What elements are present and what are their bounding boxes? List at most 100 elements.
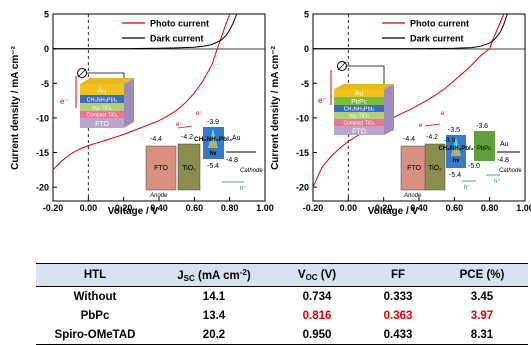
cell-htl: Without: [73, 290, 117, 303]
right-energy-diagram: FTO TiO₂ CH₃NH₃PbI₃ hv PbPc Au -4.4 -4.2…: [400, 111, 522, 199]
label-pbpc: PbPc: [477, 146, 491, 152]
y-tick-label: -10: [36, 113, 49, 123]
x-tick-label: 1.00: [516, 203, 531, 213]
label-au: Au: [500, 141, 509, 148]
layer-pbpc: PbPc: [351, 99, 367, 106]
legend-photo-current: Photo current: [410, 19, 469, 29]
layer-perovskite: CH₃NH₃PbI₃: [344, 107, 375, 113]
y-tick-label: 0: [44, 44, 49, 54]
label-tio2: TiO₂: [182, 165, 196, 172]
inset-e-label: e⁻: [318, 96, 327, 105]
right-jv-plot: -0.20 0.00 0.20 0.40 0.60 0.80 1.00 5 0 -5 -10 -15 -…: [270, 10, 531, 218]
table-row: Without 14.1 0.734 0.333 3.45: [36, 287, 528, 307]
x-tick-label: 0.00: [80, 203, 98, 213]
label-au: Au: [232, 135, 241, 142]
cell-jsc: 13.4: [202, 309, 226, 322]
cell-pce: 8.31: [436, 325, 528, 345]
legend-photo-current: Photo current: [150, 19, 209, 29]
cell-ff: 0.333: [383, 290, 413, 303]
left-jv-plot: -0.20 0.00 0.20 0.40 0.60 0.80 1.00 5 0 -5 -10 -15 -…: [10, 10, 274, 218]
y-tick-label: -20: [36, 183, 49, 193]
label-anode: Anode: [149, 193, 168, 199]
cell-ff: 0.363: [383, 309, 413, 322]
cell-pce: 3.97: [470, 309, 494, 322]
cell-pce: 3.45: [470, 290, 494, 303]
dark-current-line: [53, 13, 238, 50]
right-legend: Photo current Dark current: [382, 19, 469, 44]
y-axis-label: Current density / mA cm⁻²: [270, 45, 281, 169]
cell-voc: 0.734: [302, 290, 332, 303]
cell-voc: 0.816: [302, 309, 332, 322]
y-tick-label: 5: [304, 10, 309, 20]
y-tick-label: -15: [296, 148, 309, 158]
carrier-h2: h⁺: [494, 178, 501, 185]
layer-compact-tio2: Compact TiO₂: [343, 121, 374, 127]
level-5-4: -5.4: [449, 172, 461, 179]
photovoltaic-parameters-table: HTL JSC (mA cm-2) VOC (V) FF PCE (%) Wit…: [36, 263, 528, 345]
photo-current-line: [312, 13, 505, 188]
x-tick-label: 0.80: [481, 203, 499, 213]
x-tick-label: 1.00: [256, 203, 274, 213]
carrier-e2: e⁻: [441, 111, 448, 117]
x-tick-label: 0.60: [186, 203, 204, 213]
layer-perovskite: CH₃NH₃PbI₃: [87, 98, 118, 104]
jv-charts: -0.20 0.00 0.20 0.40 0.60 0.80 1.00 5 0 -5 -10 -15 -…: [10, 10, 531, 218]
x-tick-label: 0.80: [221, 203, 239, 213]
level-3-5: -3.5: [448, 127, 460, 134]
y-axis-label: Current density / mA cm⁻²: [10, 45, 21, 169]
cell-htl: Spiro-OMeTAD: [36, 325, 154, 345]
legend-dark-current: Dark current: [150, 34, 204, 44]
table-row: PbPc 13.4 0.816 0.363 3.97: [36, 306, 528, 325]
level-5-0: -5.0: [468, 163, 480, 170]
level-4-2: -4.2: [426, 134, 438, 141]
level-4-8: -4.8: [226, 157, 238, 164]
carrier-e1: e⁻: [419, 123, 426, 129]
cell-ff: 0.433: [360, 325, 436, 345]
col-voc: VOC (V): [274, 263, 360, 287]
carrier-h1: h⁺: [464, 184, 471, 191]
jsc-symbol: J: [177, 269, 184, 282]
y-tick-label: 5: [44, 10, 49, 20]
layer-fto: FTO: [95, 121, 109, 128]
y-tick-label: 0: [304, 44, 309, 54]
inset-e-label: e⁻: [60, 97, 69, 106]
layer-fto: FTO: [352, 129, 366, 136]
y-tick-label: -15: [36, 148, 49, 158]
legend-dark-current: Dark current: [410, 34, 464, 44]
x-axis-label: Voltage / V: [108, 206, 159, 217]
layer-mp-tio2: mp-TiO₂: [349, 114, 369, 120]
level-4-8: -4.8: [497, 157, 509, 164]
carrier-h: h⁺: [240, 185, 247, 192]
x-tick-label: 0.20: [375, 203, 393, 213]
right-device-inset: e⁻ Au PbPc CH₃NH₃PbI₃ mp-TiO₂ Compact Ti…: [318, 61, 394, 136]
label-tio2: TiO₂: [428, 165, 442, 172]
x-tick-label: 0.40: [410, 203, 428, 213]
table-row: Spiro-OMeTAD 20.2 0.950 0.433 8.31: [36, 325, 528, 345]
level-4-4: -4.4: [150, 136, 162, 143]
left-device-inset: e⁻ Au CH₃NH₃PbI₃ mp-TiO₂ Compact TiO₂ FT…: [60, 68, 134, 128]
x-tick-label: -0.20: [303, 203, 324, 213]
jsc-subscript: SC: [183, 273, 195, 283]
voc-subscript: OC: [305, 272, 318, 282]
level-4-2: -4.2: [181, 134, 193, 141]
y-tick-label: -5: [41, 79, 49, 89]
carrier-e2: e⁻: [196, 111, 203, 117]
label-fto: FTO: [407, 165, 421, 172]
carrier-e1: e⁻: [176, 122, 183, 128]
level-3-9: -3.9: [444, 137, 456, 144]
label-cathode: Cathode: [499, 168, 522, 174]
col-ff: FF: [360, 263, 436, 287]
x-axis-label: Voltage / V: [368, 206, 419, 217]
label-cathode: Cathode: [240, 168, 263, 174]
y-tick-label: -5: [301, 79, 309, 89]
layer-au: Au: [355, 91, 364, 98]
label-fto: FTO: [154, 165, 168, 172]
cell-htl: PbPc: [80, 309, 110, 322]
x-tick-label: 0.00: [340, 203, 358, 213]
level-3-9: -3.9: [207, 119, 219, 126]
layer-au: Au: [98, 88, 107, 95]
cell-jsc: 14.1: [202, 290, 226, 303]
dark-current-line: [313, 13, 508, 50]
y-tick-label: -10: [296, 113, 309, 123]
label-hv: hv: [209, 151, 217, 157]
